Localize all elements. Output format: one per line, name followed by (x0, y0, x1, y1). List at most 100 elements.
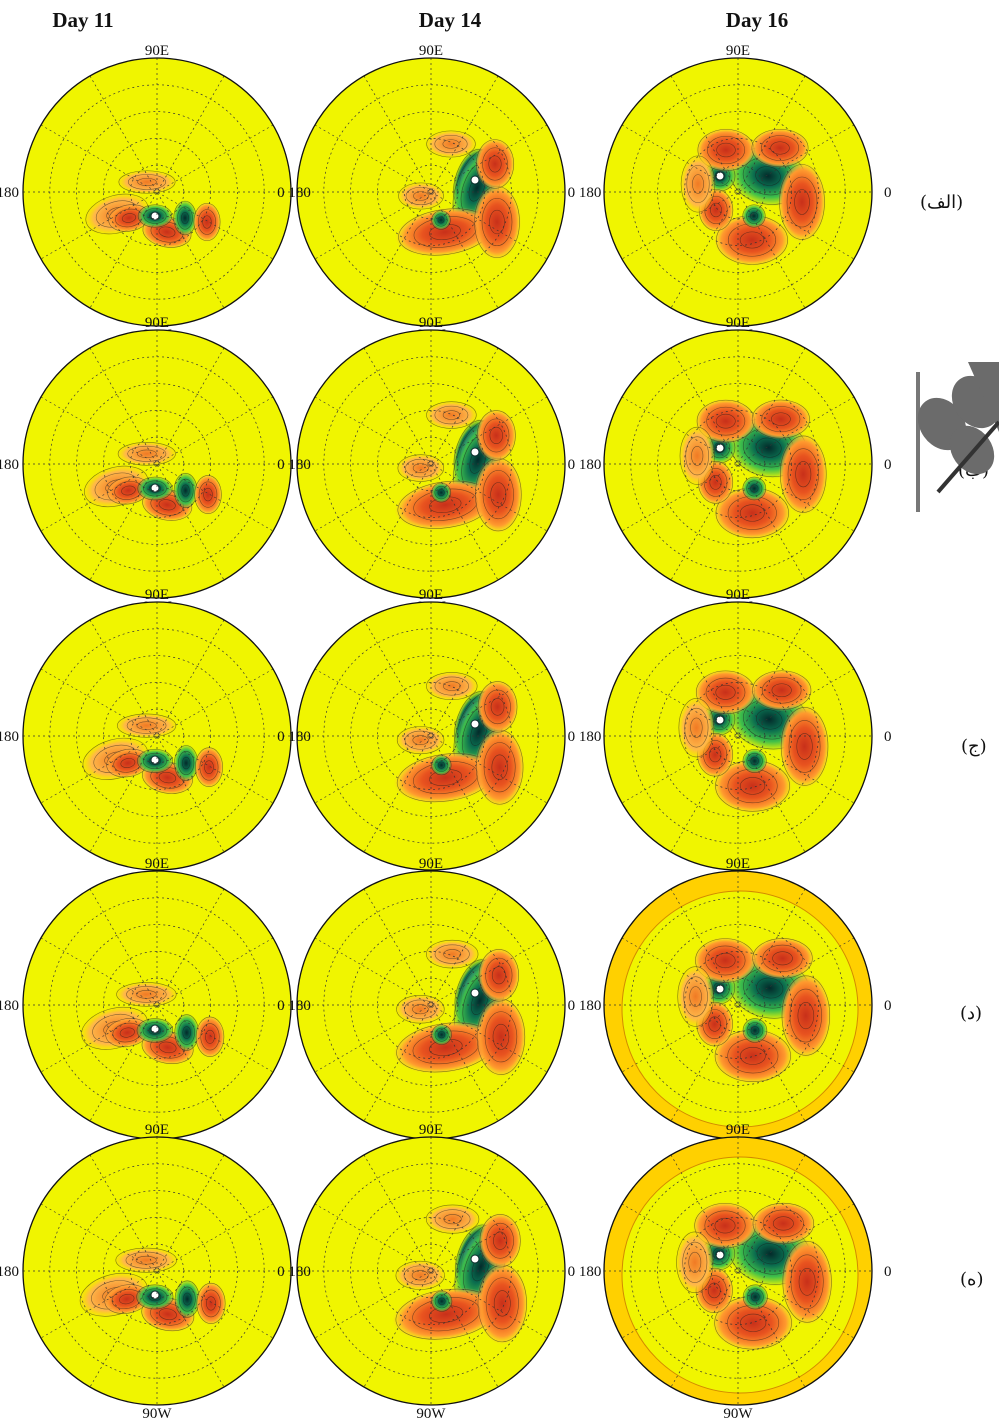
contour-blob (424, 939, 480, 969)
contour-blob (742, 748, 768, 774)
row-label-dal: (د) (960, 1003, 983, 1024)
contour-line (125, 1251, 167, 1269)
contour-line (412, 1004, 429, 1015)
contour-line (142, 1022, 168, 1039)
latitude-circle (103, 1217, 211, 1325)
contour-line (751, 128, 809, 168)
label-0-180: 0 180 (277, 998, 311, 1014)
contour-line (404, 730, 437, 750)
contour-line (431, 1290, 453, 1312)
latitude-circle (103, 951, 211, 1059)
latitude-circle (350, 111, 512, 273)
latitude-circle (76, 1190, 238, 1352)
contour-line (121, 213, 137, 223)
map-border (22, 1136, 292, 1406)
contour-blob (695, 398, 757, 444)
column-heading-day-16: Day 16 (725, 8, 789, 32)
contour-line (739, 504, 765, 522)
contour-line (437, 489, 445, 497)
contour-blob (750, 1201, 816, 1246)
latitude-circle (377, 410, 485, 518)
vortex-eye (470, 447, 480, 457)
contour-blob (396, 453, 446, 483)
contour-line (396, 726, 445, 755)
label-90e: 90E (726, 856, 750, 872)
contour-line (485, 957, 513, 993)
contour-line (142, 1288, 168, 1306)
contour-blob (677, 696, 716, 759)
contour-line (119, 1293, 135, 1305)
label-90e: 90E (726, 43, 750, 59)
latitude-circle (103, 138, 211, 246)
contour-line (746, 752, 763, 770)
contour-line (177, 206, 193, 230)
contour-blob (195, 1281, 227, 1325)
contour-line (493, 1231, 508, 1250)
contour-line (437, 1031, 446, 1039)
contour-blob (173, 744, 199, 782)
contour-blob (424, 671, 479, 701)
contour-line (180, 212, 190, 224)
contour-blob (193, 474, 223, 515)
contour-line (486, 1222, 514, 1259)
latitude-circle (350, 655, 512, 817)
contour-line (796, 733, 813, 760)
contour-line (181, 484, 190, 497)
contour-line (797, 1002, 815, 1030)
contour-line (412, 463, 429, 473)
contour-line (479, 1214, 521, 1268)
latitude-circle (377, 951, 485, 1059)
label-90e: 90E (419, 1122, 443, 1138)
contour-line (431, 755, 452, 776)
contour-line (491, 754, 508, 780)
label-180: 180 (0, 1264, 19, 1280)
contour-line (137, 748, 173, 773)
label-0: 0 (884, 457, 892, 473)
contour-blob (173, 200, 197, 236)
label-180: 180 (0, 185, 19, 201)
contour-line (715, 413, 736, 429)
contour-blob (116, 441, 178, 467)
latitude-circle (657, 383, 819, 545)
contour-blob (431, 1024, 453, 1046)
contour-line (136, 1284, 174, 1310)
contour-line (739, 777, 766, 795)
contour-line (120, 758, 136, 768)
contour-line (680, 155, 716, 213)
contour-line (411, 1270, 429, 1281)
contour-blob (393, 1021, 499, 1074)
contour-line (126, 986, 167, 1003)
contour-line (746, 1022, 764, 1039)
contour-line (677, 966, 714, 1027)
contour-line (742, 476, 767, 501)
contour-line (705, 677, 746, 707)
contour-line (772, 951, 793, 966)
contour-line (489, 426, 503, 445)
contour-blob (676, 964, 715, 1029)
contour-line (706, 406, 746, 436)
latitude-circle (657, 111, 819, 273)
contour-line (485, 1277, 519, 1330)
label-0: 0 (884, 1264, 892, 1280)
contour-line (689, 986, 702, 1007)
contour-line (136, 449, 157, 458)
contour-line (709, 475, 722, 490)
contour-blob (694, 669, 757, 716)
vortex-eye (715, 171, 725, 181)
contour-blob (478, 1212, 522, 1269)
contour-line (403, 1265, 437, 1286)
vortex-eye (470, 988, 480, 998)
contour-line (136, 990, 157, 999)
contour-line (782, 1241, 832, 1323)
latitude-circle (350, 924, 512, 1086)
contour-line (788, 720, 821, 773)
latitude-circle (684, 682, 792, 790)
contour-blob (425, 130, 477, 158)
contour-line (412, 735, 429, 746)
contour-line (194, 475, 222, 515)
contour-blob (713, 758, 793, 813)
